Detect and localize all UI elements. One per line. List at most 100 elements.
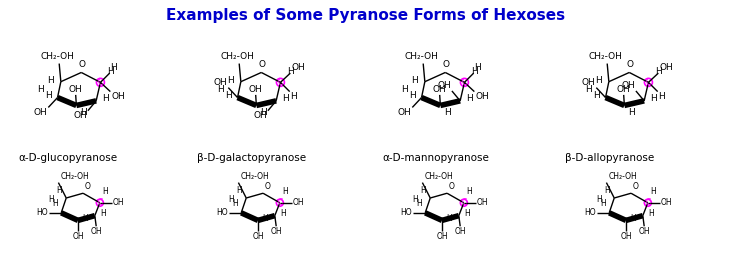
Text: H: H xyxy=(82,214,88,223)
Text: H: H xyxy=(280,209,286,218)
Text: H: H xyxy=(466,187,471,196)
Text: H: H xyxy=(658,92,665,101)
Text: C: C xyxy=(277,198,282,207)
Text: β-D-galactopyranose: β-D-galactopyranose xyxy=(197,153,306,163)
Text: OH: OH xyxy=(475,92,489,101)
Text: OH: OH xyxy=(248,85,262,94)
Text: OH: OH xyxy=(582,78,596,87)
Text: H: H xyxy=(474,63,481,72)
Text: H: H xyxy=(650,187,655,196)
Text: O: O xyxy=(265,182,271,191)
Text: H: H xyxy=(228,195,234,204)
Text: Examples of Some Pyranose Forms of Hexoses: Examples of Some Pyranose Forms of Hexos… xyxy=(166,8,566,23)
Text: H: H xyxy=(650,94,657,103)
Text: H: H xyxy=(628,109,635,118)
Text: OH: OH xyxy=(432,85,446,94)
Text: OH: OH xyxy=(214,78,228,87)
Text: C: C xyxy=(645,198,650,207)
Text: OH: OH xyxy=(454,227,466,236)
Text: HO: HO xyxy=(37,208,48,217)
Text: OH: OH xyxy=(659,63,673,72)
Text: H: H xyxy=(237,186,242,195)
Text: H: H xyxy=(444,109,451,118)
Text: H: H xyxy=(287,67,294,76)
Text: CH₂-OH: CH₂-OH xyxy=(60,172,89,180)
Text: H: H xyxy=(108,67,114,76)
Text: C: C xyxy=(646,78,651,87)
Text: H: H xyxy=(48,195,54,204)
Text: H: H xyxy=(53,199,58,208)
Text: H: H xyxy=(466,94,473,103)
Text: O: O xyxy=(449,182,455,191)
Text: CH₂-OH: CH₂-OH xyxy=(220,51,254,61)
Text: CH₂-OH: CH₂-OH xyxy=(589,51,622,61)
Text: HO: HO xyxy=(584,208,596,217)
Text: H: H xyxy=(81,109,87,118)
Text: H: H xyxy=(401,85,408,94)
Text: O: O xyxy=(633,182,639,191)
Text: CH₂-OH: CH₂-OH xyxy=(424,172,453,180)
Text: H: H xyxy=(232,199,238,208)
Text: C: C xyxy=(278,78,283,87)
Text: OH: OH xyxy=(616,85,630,94)
Text: H: H xyxy=(47,76,54,85)
Text: H: H xyxy=(100,209,106,218)
Text: OH: OH xyxy=(622,81,636,90)
Text: H: H xyxy=(471,67,478,76)
Text: HO: HO xyxy=(216,208,228,217)
Text: O: O xyxy=(259,60,266,69)
Text: H: H xyxy=(595,76,602,85)
Text: H: H xyxy=(421,186,427,195)
Text: H: H xyxy=(225,91,232,100)
Text: OH: OH xyxy=(638,227,650,236)
Text: OH: OH xyxy=(90,227,102,236)
Text: OH: OH xyxy=(73,111,87,120)
Text: O: O xyxy=(443,60,450,69)
Text: CH₂-OH: CH₂-OH xyxy=(240,172,269,180)
Text: OH: OH xyxy=(292,198,303,207)
Text: C: C xyxy=(461,198,466,207)
Text: H: H xyxy=(412,195,418,204)
Text: C: C xyxy=(97,78,103,87)
Text: H: H xyxy=(102,187,108,196)
Text: OH: OH xyxy=(72,232,84,241)
Text: H: H xyxy=(446,214,452,223)
Text: CH₂-OH: CH₂-OH xyxy=(405,51,438,61)
Text: α-D-mannopyranose: α-D-mannopyranose xyxy=(382,153,489,163)
Text: OH: OH xyxy=(270,227,282,236)
Text: O: O xyxy=(627,60,634,69)
Text: H: H xyxy=(596,195,602,204)
Text: OH: OH xyxy=(111,92,125,101)
Text: H: H xyxy=(416,199,422,208)
Text: OH: OH xyxy=(398,108,412,117)
Text: H: H xyxy=(260,109,267,118)
Text: H: H xyxy=(585,85,592,94)
Text: H: H xyxy=(290,92,297,101)
Text: OH: OH xyxy=(69,85,83,94)
Text: H: H xyxy=(282,94,289,103)
Text: OH: OH xyxy=(112,198,124,207)
Text: OH: OH xyxy=(291,63,305,72)
Text: α-D-glucopyranose: α-D-glucopyranose xyxy=(18,153,117,163)
Text: β-D-allopyranose: β-D-allopyranose xyxy=(565,153,655,163)
Text: H: H xyxy=(102,94,109,103)
Text: H: H xyxy=(56,186,62,195)
Text: CH₂-OH: CH₂-OH xyxy=(40,51,74,61)
Text: OH: OH xyxy=(438,81,452,90)
Text: H: H xyxy=(605,186,611,195)
Text: CH₂-OH: CH₂-OH xyxy=(608,172,637,180)
Text: OH: OH xyxy=(254,111,268,120)
Text: H: H xyxy=(282,187,287,196)
Text: H: H xyxy=(37,85,44,94)
Text: H: H xyxy=(655,67,662,76)
Text: H: H xyxy=(593,91,600,100)
Text: H: H xyxy=(648,209,654,218)
Text: H: H xyxy=(45,91,51,100)
Text: O: O xyxy=(79,60,86,69)
Text: OH: OH xyxy=(252,232,264,241)
Text: H: H xyxy=(111,63,117,72)
Text: H: H xyxy=(411,76,418,85)
Text: OH: OH xyxy=(436,232,448,241)
Text: H: H xyxy=(630,214,636,223)
Text: H: H xyxy=(217,85,224,94)
